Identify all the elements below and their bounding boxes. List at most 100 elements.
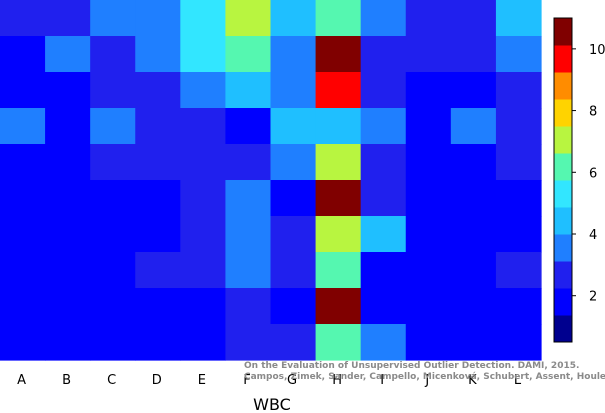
heatmap-cell [90,216,136,253]
x-tick-label: H [332,373,342,388]
x-tick-label: G [287,373,297,388]
x-axis-title: WBC [253,395,291,413]
heatmap-cell [405,288,452,325]
heatmap-cell [360,180,407,217]
heatmap-cell [315,288,362,325]
colorbar-segment [554,180,572,208]
heatmap-cell [315,72,362,109]
heatmap-cell [180,72,227,109]
colorbar-frame [553,17,573,343]
colorbar-tick-label: 6 [589,166,597,181]
heatmap-cell [315,324,362,361]
heatmap-cell [270,252,317,289]
x-tick-label: F [243,373,250,388]
heatmap-cell [270,324,317,361]
heatmap-cell [450,216,497,253]
heatmap-cell [405,180,452,217]
heatmap-cell [360,144,407,181]
colorbar-tick-label: 10 [589,43,605,58]
heatmap-cell [270,144,317,181]
heatmap-cell [405,324,452,361]
heatmap-cell [180,108,227,145]
heatmap-cell [225,324,272,361]
heatmap-cell [405,36,452,73]
heatmap-cell [225,72,272,109]
heatmap-cell [180,0,227,37]
heatmap-cell [90,252,136,289]
heatmap-cell [315,144,362,181]
heatmap-cell [405,108,452,145]
heatmap-cell [0,288,46,325]
colorbar-tick-labels: 2 4 6 8 10 [572,43,605,305]
heatmap-cell [495,288,542,325]
x-tick-label: J [424,373,429,388]
colorbar-segment [554,18,572,46]
heatmap-cell [360,324,407,361]
heatmap-cell [180,288,227,325]
heatmap-cell [450,324,497,361]
colorbar-tick-label: 4 [589,228,597,243]
heatmap-cell [135,144,181,181]
x-tick-label: L [514,373,522,388]
heatmap-cell [45,36,91,73]
heatmap-cell [0,72,46,109]
heatmap-cell [135,216,181,253]
colorbar [553,17,573,343]
heatmap-cell [180,36,227,73]
colorbar-segment [554,288,572,316]
heatmap-cell [180,252,227,289]
heatmap-cell [495,0,542,37]
citation-line-1: On the Evaluation of Unsupervised Outlie… [244,361,580,371]
heatmap-cell [315,252,362,289]
heatmap-cell [225,0,272,37]
heatmap-cell [405,0,452,37]
heatmap-cell [315,108,362,145]
heatmap-cell [0,180,46,217]
heatmap-cell [0,324,46,361]
heatmap-cell [135,288,181,325]
heatmap-cell [45,0,91,37]
x-tick-label: K [468,373,477,388]
heatmap-cell [0,108,46,145]
heatmap-cell [495,216,542,253]
heatmap-cell [450,0,497,37]
heatmap-cell [405,252,452,289]
heatmap-cell [45,72,91,109]
heatmap-cell [495,36,542,73]
colorbar-tick-label: 8 [589,105,597,120]
heatmap-cell [360,252,407,289]
heatmap-cell [45,108,91,145]
colorbar-segment [554,45,572,73]
heatmap-cell [90,108,136,145]
heatmap-cell [0,252,46,289]
heatmap-cell [495,324,542,361]
x-tick-label: A [17,373,26,388]
heatmap-cell [360,216,407,253]
heatmap-cell [225,108,272,145]
colorbar-segment [554,99,572,127]
heatmap-cell [180,324,227,361]
heatmap-cell [315,180,362,217]
heatmap-cells [0,0,542,361]
heatmap-cell [495,72,542,109]
heatmap-cell [405,216,452,253]
heatmap-cell [495,252,542,289]
heatmap-cell [90,72,136,109]
colorbar-segment [554,207,572,235]
heatmap-cell [360,0,407,37]
heatmap-cell [90,180,136,217]
heatmap-cell [135,108,181,145]
heatmap-cell [135,324,181,361]
heatmap-cell [450,144,497,181]
heatmap-cell [360,72,407,109]
heatmap-cell [270,0,317,37]
heatmap-cell [270,288,317,325]
heatmap-cell [360,288,407,325]
heatmap-cell [405,144,452,181]
heatmap-cell [270,108,317,145]
heatmap-cell [0,36,46,73]
colorbar-tick-label: 2 [589,290,597,305]
heatmap-cell [450,108,497,145]
heatmap-cell [135,72,181,109]
heatmap-cell [90,0,136,37]
